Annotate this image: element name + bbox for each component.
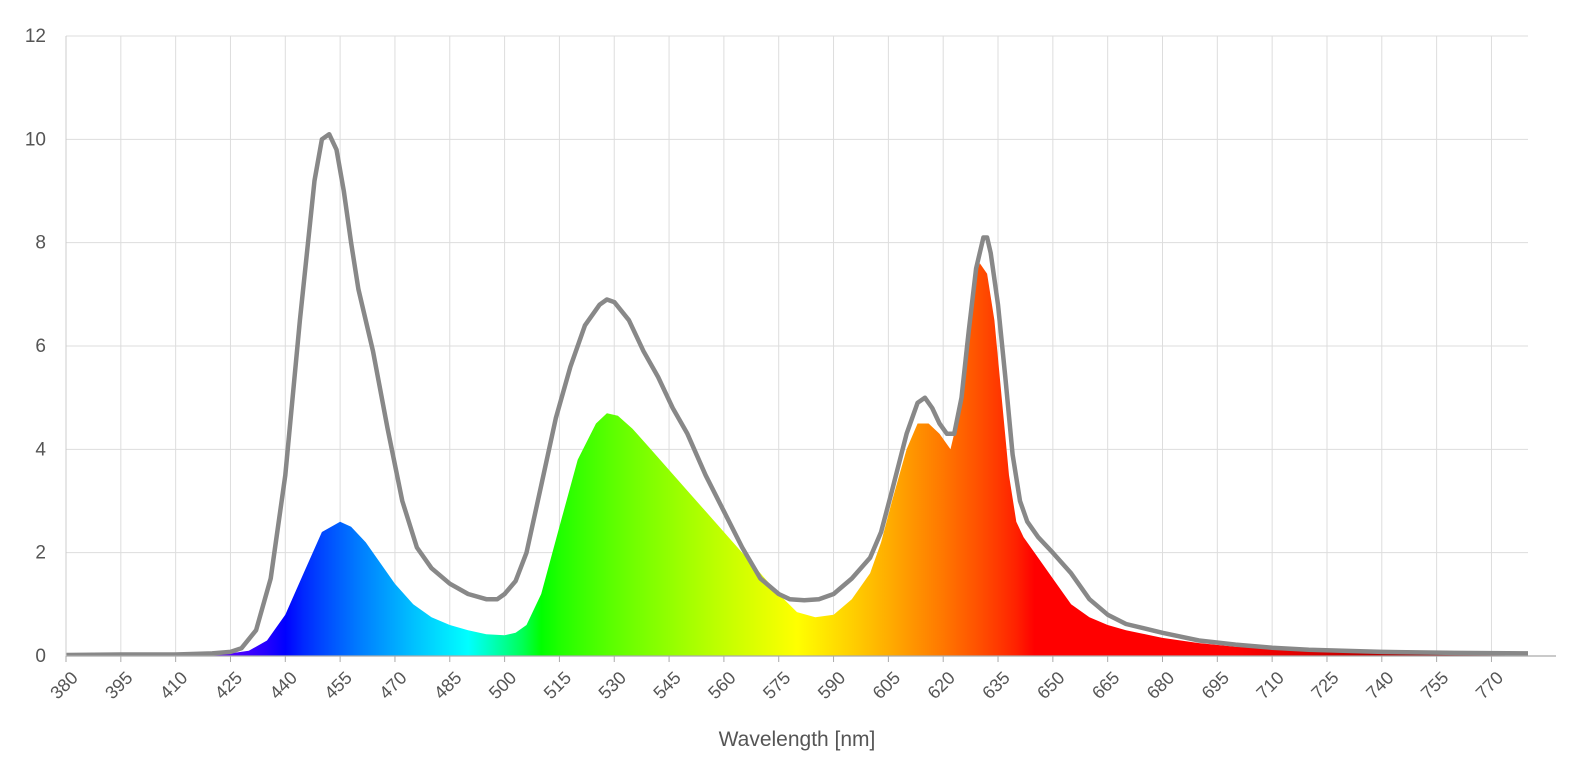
x-tick-label: 590	[814, 668, 849, 703]
x-tick-label: 440	[266, 668, 301, 703]
grid	[65, 35, 1528, 657]
x-tick-label: 560	[704, 668, 739, 703]
x-tick-label: 695	[1198, 668, 1233, 703]
x-tick-label: 740	[1362, 668, 1397, 703]
x-tick-label: 725	[1307, 668, 1342, 703]
spectrum-line	[66, 131, 1528, 656]
y-tick-label: 8	[35, 233, 46, 254]
x-tick-label: 515	[540, 668, 575, 703]
x-tick-label: 500	[485, 668, 520, 703]
x-tick-label: 755	[1417, 668, 1452, 703]
y-tick-label: 6	[35, 336, 46, 357]
x-tick-label: 545	[649, 668, 684, 703]
line-layer	[66, 131, 1528, 656]
x-tick-label: 680	[1143, 668, 1178, 703]
x-tick-label: 395	[101, 668, 136, 703]
y-tick-labels: 0 2 4 6 8 10 12	[25, 26, 47, 667]
x-tick-label: 455	[320, 668, 355, 703]
x-tick-label: 635	[978, 668, 1013, 703]
y-tick-label: 0	[35, 646, 46, 667]
y-tick-label: 2	[35, 543, 46, 564]
x-axis-label: Wavelength [nm]	[719, 728, 876, 751]
x-tick-label: 485	[430, 668, 465, 703]
x-tick-label: 710	[1252, 668, 1287, 703]
x-tick-label: 410	[156, 668, 191, 703]
axes	[65, 36, 1556, 662]
x-tick-label: 425	[211, 668, 246, 703]
y-tick-label: 10	[25, 129, 46, 150]
y-tick-label: 4	[35, 439, 46, 460]
x-tick-label: 575	[759, 668, 794, 703]
x-tick-label: 530	[595, 668, 630, 703]
x-tick-label: 770	[1472, 668, 1507, 703]
x-tick-label: 470	[375, 668, 410, 703]
x-tick-label: 620	[924, 668, 959, 703]
x-tick-label: 665	[1088, 668, 1123, 703]
x-tick-label: 380	[46, 668, 81, 703]
y-tick-label: 12	[25, 26, 46, 47]
x-tick-labels: 380 395 410 425 440 455 470 485 500 515 530 545 560 5…	[46, 668, 1507, 703]
x-tick-label: 605	[869, 668, 904, 703]
x-tick-label: 650	[1033, 668, 1068, 703]
